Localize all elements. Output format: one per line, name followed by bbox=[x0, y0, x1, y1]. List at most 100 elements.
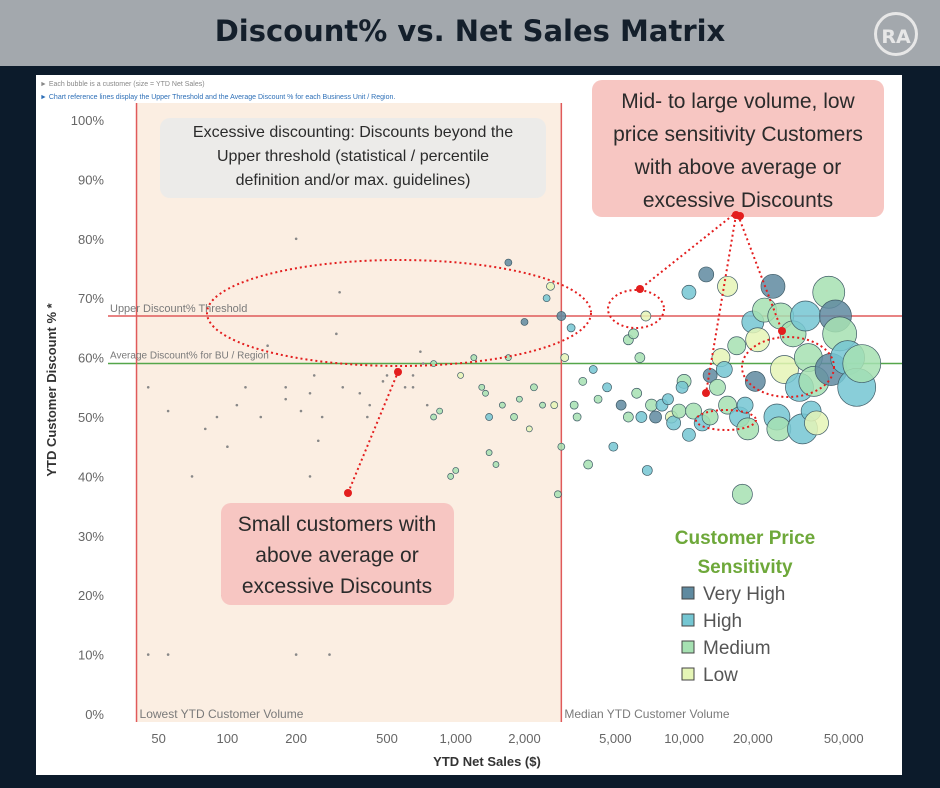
title-banner: Discount% vs. Net Sales Matrix RA bbox=[0, 0, 940, 66]
bubble-very-high bbox=[504, 258, 513, 267]
bubble-small bbox=[403, 386, 407, 389]
annotation-line-small bbox=[347, 371, 399, 494]
bubble-medium bbox=[583, 459, 593, 470]
bubble-very-high bbox=[744, 371, 766, 392]
bubble-small bbox=[259, 415, 263, 419]
bubble-medium bbox=[430, 413, 437, 421]
bubble-low bbox=[804, 410, 829, 436]
x-tick-label: 500 bbox=[376, 731, 398, 746]
bubble-small bbox=[190, 475, 194, 478]
y-tick-label: 60% bbox=[78, 351, 104, 366]
bubble-small bbox=[294, 653, 298, 656]
y-tick-label: 100% bbox=[71, 113, 105, 128]
bubble-small bbox=[215, 415, 219, 419]
note-bubble-size: ► Each bubble is a customer (size = YTD … bbox=[40, 81, 205, 88]
average-discount-label: Average Discount% for BU / Region bbox=[110, 351, 269, 362]
annotations bbox=[206, 214, 835, 494]
bubble-medium bbox=[572, 412, 582, 422]
bubble-high bbox=[485, 413, 493, 421]
bubble-small bbox=[284, 397, 287, 401]
bubble-medium bbox=[554, 490, 562, 499]
bubble-medium bbox=[470, 354, 478, 361]
bubble-small bbox=[341, 386, 345, 389]
y-tick-label: 80% bbox=[78, 232, 104, 247]
annotation-line-mid-1 bbox=[639, 214, 734, 290]
bubble-high bbox=[715, 361, 733, 378]
x-tick-label: 200 bbox=[285, 731, 307, 746]
bubble-low bbox=[717, 275, 738, 297]
bubble-high bbox=[635, 411, 648, 423]
bubble-medium bbox=[701, 408, 719, 426]
chart-panel: ► Each bubble is a customer (size = YTD … bbox=[36, 75, 902, 775]
bubble-small bbox=[308, 475, 312, 478]
y-axis-label: YTD Customer Discount % * bbox=[44, 302, 59, 476]
x-tick-label: 10,000 bbox=[664, 731, 704, 746]
bubble-high bbox=[542, 294, 551, 303]
callout-excessive: Excessive discounting: Discounts beyond … bbox=[160, 118, 546, 198]
bubble-small bbox=[235, 403, 239, 407]
upper-threshold-label: Upper Discount% Threshold bbox=[110, 303, 247, 315]
lowest-volume-label: Lowest YTD Customer Volume bbox=[140, 707, 304, 721]
bubble-small bbox=[244, 386, 247, 389]
annotation-ellipse-mid-customers bbox=[607, 289, 665, 329]
annotation-line-mid-2 bbox=[705, 214, 737, 394]
x-tick-label: 50 bbox=[151, 731, 165, 746]
bubble-medium bbox=[485, 449, 493, 456]
legend-title-line-2: Sensitivity bbox=[697, 557, 792, 578]
bubble-medium bbox=[671, 403, 687, 419]
y-tick-label: 50% bbox=[78, 410, 104, 425]
bubble-very-high bbox=[520, 318, 529, 326]
legend-swatch-high bbox=[681, 613, 695, 627]
callout-midlarge-line-3: with above average or bbox=[634, 156, 842, 179]
bubble-medium bbox=[510, 413, 518, 421]
callout-excessive-line-2: Upper threshold (statistical / percentil… bbox=[217, 148, 489, 165]
bubble-small bbox=[358, 391, 362, 395]
bubble-very-high bbox=[760, 273, 786, 299]
bubble-medium bbox=[452, 467, 460, 474]
bubble-very-high bbox=[698, 266, 715, 283]
bubble-medium bbox=[631, 387, 643, 399]
bubble-high bbox=[681, 284, 697, 300]
bubble-small bbox=[421, 362, 425, 365]
bubble-low bbox=[525, 425, 533, 433]
bubble-medium bbox=[482, 389, 489, 397]
y-axis-ticks: 0% 10% 20% 30% 40% 50% 60% 70% 80% 90% 100% bbox=[71, 113, 105, 722]
bubble-small bbox=[166, 409, 170, 413]
bubble-medium bbox=[530, 383, 538, 392]
bubble-very-high bbox=[615, 399, 627, 411]
y-tick-label: 10% bbox=[78, 648, 104, 663]
annotation-dot-small bbox=[344, 489, 352, 497]
bubble-high bbox=[641, 465, 653, 476]
bubble-small bbox=[338, 290, 341, 294]
median-volume-label: Median YTD Customer Volume bbox=[564, 707, 730, 721]
annotation-dots bbox=[344, 211, 786, 497]
x-tick-label: 50,000 bbox=[824, 731, 864, 746]
bubble-medium bbox=[569, 400, 579, 410]
bubble-medium bbox=[557, 442, 566, 451]
bubble-high bbox=[682, 427, 696, 442]
note-reference-lines: ► Chart reference lines display the Uppe… bbox=[40, 94, 395, 101]
bubble-low bbox=[560, 353, 570, 362]
callout-small-line-2: above average or bbox=[255, 544, 418, 567]
bubble-small bbox=[266, 344, 269, 348]
bubble-high bbox=[790, 300, 821, 332]
bubble-small bbox=[385, 374, 389, 377]
x-axis-label: YTD Net Sales ($) bbox=[433, 754, 541, 769]
bubble-small bbox=[166, 653, 170, 656]
callout-excessive-line-1: Excessive discounting: Discounts beyond … bbox=[193, 124, 513, 141]
bubble-medium bbox=[436, 407, 443, 415]
callout-small-line-1: Small customers with bbox=[238, 513, 436, 536]
bubble-low bbox=[745, 327, 771, 353]
bubble-small bbox=[226, 445, 229, 449]
bubble-small bbox=[320, 415, 324, 419]
bubble-high bbox=[588, 365, 598, 374]
bubble-small bbox=[411, 374, 415, 377]
bubble-medium bbox=[499, 401, 506, 409]
bubble-high bbox=[675, 380, 689, 394]
callout-excessive-line-3: definition and/or max. guidelines) bbox=[236, 172, 471, 189]
ra-logo: RA bbox=[874, 12, 918, 56]
bubble-medium bbox=[685, 402, 702, 420]
bubble-small bbox=[411, 386, 415, 389]
page-title: Discount% vs. Net Sales Matrix bbox=[214, 14, 726, 48]
bubble-small bbox=[284, 386, 287, 389]
